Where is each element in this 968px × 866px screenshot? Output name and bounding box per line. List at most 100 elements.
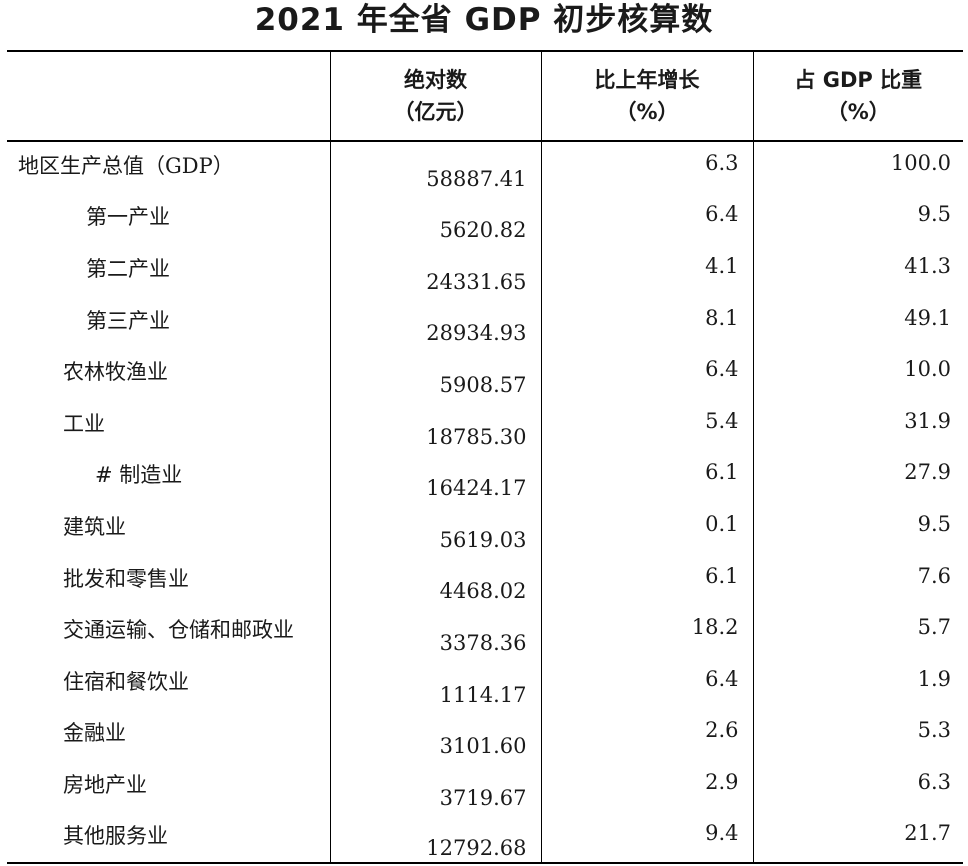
row-absolute-value-cell: 28934.93 [329, 295, 541, 348]
row-absolute-value: 5908.57 [439, 372, 527, 397]
row-item-name: 其他服务业 [63, 824, 168, 849]
row-gdp-share: 5.7 [917, 615, 951, 640]
table-row: 住宿和餐饮业 1114.17 6.4 1.9 [7, 656, 963, 709]
row-growth-rate-cell: 6.1 [540, 553, 753, 606]
row-item-name: 第一产业 [86, 205, 170, 230]
row-gdp-share-cell: 7.6 [752, 553, 963, 606]
row-growth-rate: 6.4 [705, 202, 739, 227]
header-share-unit: （%） [826, 100, 890, 124]
row-growth-rate: 2.6 [705, 718, 739, 743]
row-absolute-value-cell: 18785.30 [329, 398, 541, 451]
row-item-name: # 制造业 [95, 463, 183, 488]
row-item-name-cell: 第三产业 [7, 296, 330, 348]
table-row: 工业 18785.30 5.4 31.9 [7, 398, 963, 451]
row-absolute-value: 1114.17 [439, 682, 527, 707]
row-gdp-share-cell: 49.1 [752, 295, 963, 348]
row-absolute-value-cell: 3719.67 [329, 760, 541, 812]
row-growth-rate: 18.2 [691, 615, 739, 640]
row-gdp-share: 6.3 [917, 769, 951, 794]
row-gdp-share-cell: 5.3 [752, 708, 963, 761]
row-item-name: 地区生产总值（GDP） [18, 154, 234, 179]
row-absolute-value: 18785.30 [426, 424, 527, 449]
row-item-name: 工业 [63, 411, 105, 436]
document-title: 2021 年全省 GDP 初步核算数 [254, 2, 714, 38]
row-gdp-share: 27.9 [904, 460, 951, 485]
row-gdp-share-cell: 100.0 [752, 141, 963, 193]
table-row: 批发和零售业 4468.02 6.1 7.6 [7, 553, 963, 606]
header-share-label: 占 GDP 比重 [794, 68, 923, 92]
row-item-name-cell: 其他服务业 [7, 811, 330, 865]
row-growth-rate-cell: 18.2 [540, 605, 753, 657]
row-growth-rate-cell: 5.4 [540, 398, 753, 451]
row-item-name: 建筑业 [63, 514, 126, 539]
row-gdp-share-cell: 31.9 [752, 398, 963, 451]
row-absolute-value: 12792.68 [426, 836, 527, 861]
row-absolute-value-cell: 16424.17 [329, 450, 541, 503]
header-growth-unit: （%） [615, 100, 679, 124]
row-item-name-cell: 交通运输、仓储和邮政业 [7, 605, 330, 657]
header-absolute-label: 绝对数 [404, 68, 467, 92]
header-growth-label: 比上年增长 [594, 68, 700, 92]
header-growth: 比上年增长 （%） [540, 50, 753, 142]
row-absolute-value: 28934.93 [426, 321, 527, 346]
row-gdp-share-cell: 5.7 [752, 605, 963, 657]
row-item-name-cell: 第二产业 [7, 244, 330, 296]
row-item-name: 农林牧渔业 [63, 360, 168, 385]
row-gdp-share: 9.5 [917, 511, 951, 536]
row-item-name-cell: # 制造业 [7, 451, 330, 503]
row-item-name: 房地产业 [63, 772, 147, 797]
row-absolute-value: 24331.65 [426, 269, 527, 294]
row-growth-rate-cell: 2.9 [540, 760, 753, 812]
row-growth-rate-cell: 4.1 [540, 244, 753, 296]
row-item-name: 住宿和餐饮业 [63, 669, 189, 694]
table-row: 建筑业 5619.03 0.1 9.5 [7, 502, 963, 554]
table-row: 第一产业 5620.82 6.4 9.5 [7, 192, 963, 245]
row-absolute-value: 3378.36 [439, 630, 527, 655]
table-row: 交通运输、仓储和邮政业 3378.36 18.2 5.7 [7, 605, 963, 657]
row-growth-rate: 9.4 [705, 821, 739, 846]
table-row: 农林牧渔业 5908.57 6.4 10.0 [7, 347, 963, 399]
row-gdp-share: 9.5 [917, 202, 951, 227]
header-item [7, 50, 330, 142]
row-growth-rate: 6.4 [705, 357, 739, 382]
row-gdp-share: 1.9 [917, 666, 951, 691]
row-absolute-value: 5619.03 [439, 527, 527, 552]
row-gdp-share-cell: 1.9 [752, 656, 963, 709]
row-gdp-share-cell: 27.9 [752, 450, 963, 503]
row-absolute-value-cell: 58887.41 [329, 141, 541, 193]
row-item-name-cell: 工业 [7, 399, 330, 451]
row-absolute-value-cell: 12792.68 [329, 811, 541, 865]
row-growth-rate: 6.3 [705, 151, 739, 176]
row-growth-rate: 6.4 [705, 666, 739, 691]
row-absolute-value-cell: 5908.57 [329, 347, 541, 399]
row-gdp-share-cell: 21.7 [752, 811, 963, 865]
row-absolute-value-cell: 24331.65 [329, 244, 541, 296]
row-growth-rate-cell: 6.1 [540, 450, 753, 503]
row-growth-rate-cell: 8.1 [540, 295, 753, 348]
row-absolute-value: 5620.82 [439, 218, 527, 243]
row-item-name-cell: 建筑业 [7, 502, 330, 554]
table-row: 其他服务业 12792.68 9.4 21.7 [7, 811, 963, 865]
row-gdp-share: 31.9 [904, 408, 951, 433]
row-absolute-value: 16424.17 [426, 476, 527, 501]
table-row: 第三产业 28934.93 8.1 49.1 [7, 295, 963, 348]
row-absolute-value: 3719.67 [439, 785, 527, 810]
row-growth-rate: 6.1 [705, 460, 739, 485]
row-growth-rate-cell: 6.4 [540, 347, 753, 399]
row-growth-rate: 5.4 [705, 408, 739, 433]
row-item-name-cell: 住宿和餐饮业 [7, 657, 330, 709]
row-item-name: 交通运输、仓储和邮政业 [63, 618, 294, 643]
header-absolute-unit: （亿元） [393, 100, 478, 124]
row-absolute-value-cell: 5619.03 [329, 502, 541, 554]
row-gdp-share: 5.3 [917, 718, 951, 743]
row-absolute-value-cell: 1114.17 [329, 656, 541, 709]
row-absolute-value-cell: 4468.02 [329, 553, 541, 606]
row-gdp-share-cell: 9.5 [752, 192, 963, 245]
row-gdp-share: 100.0 [890, 151, 951, 176]
row-gdp-share-cell: 10.0 [752, 347, 963, 399]
row-item-name: 第二产业 [86, 256, 170, 281]
row-gdp-share-cell: 41.3 [752, 244, 963, 296]
row-absolute-value-cell: 5620.82 [329, 192, 541, 245]
row-growth-rate: 2.9 [705, 769, 739, 794]
table-body: 地区生产总值（GDP） 58887.41 6.3 100.0 第一产业 5620.82 6.… [7, 141, 963, 865]
